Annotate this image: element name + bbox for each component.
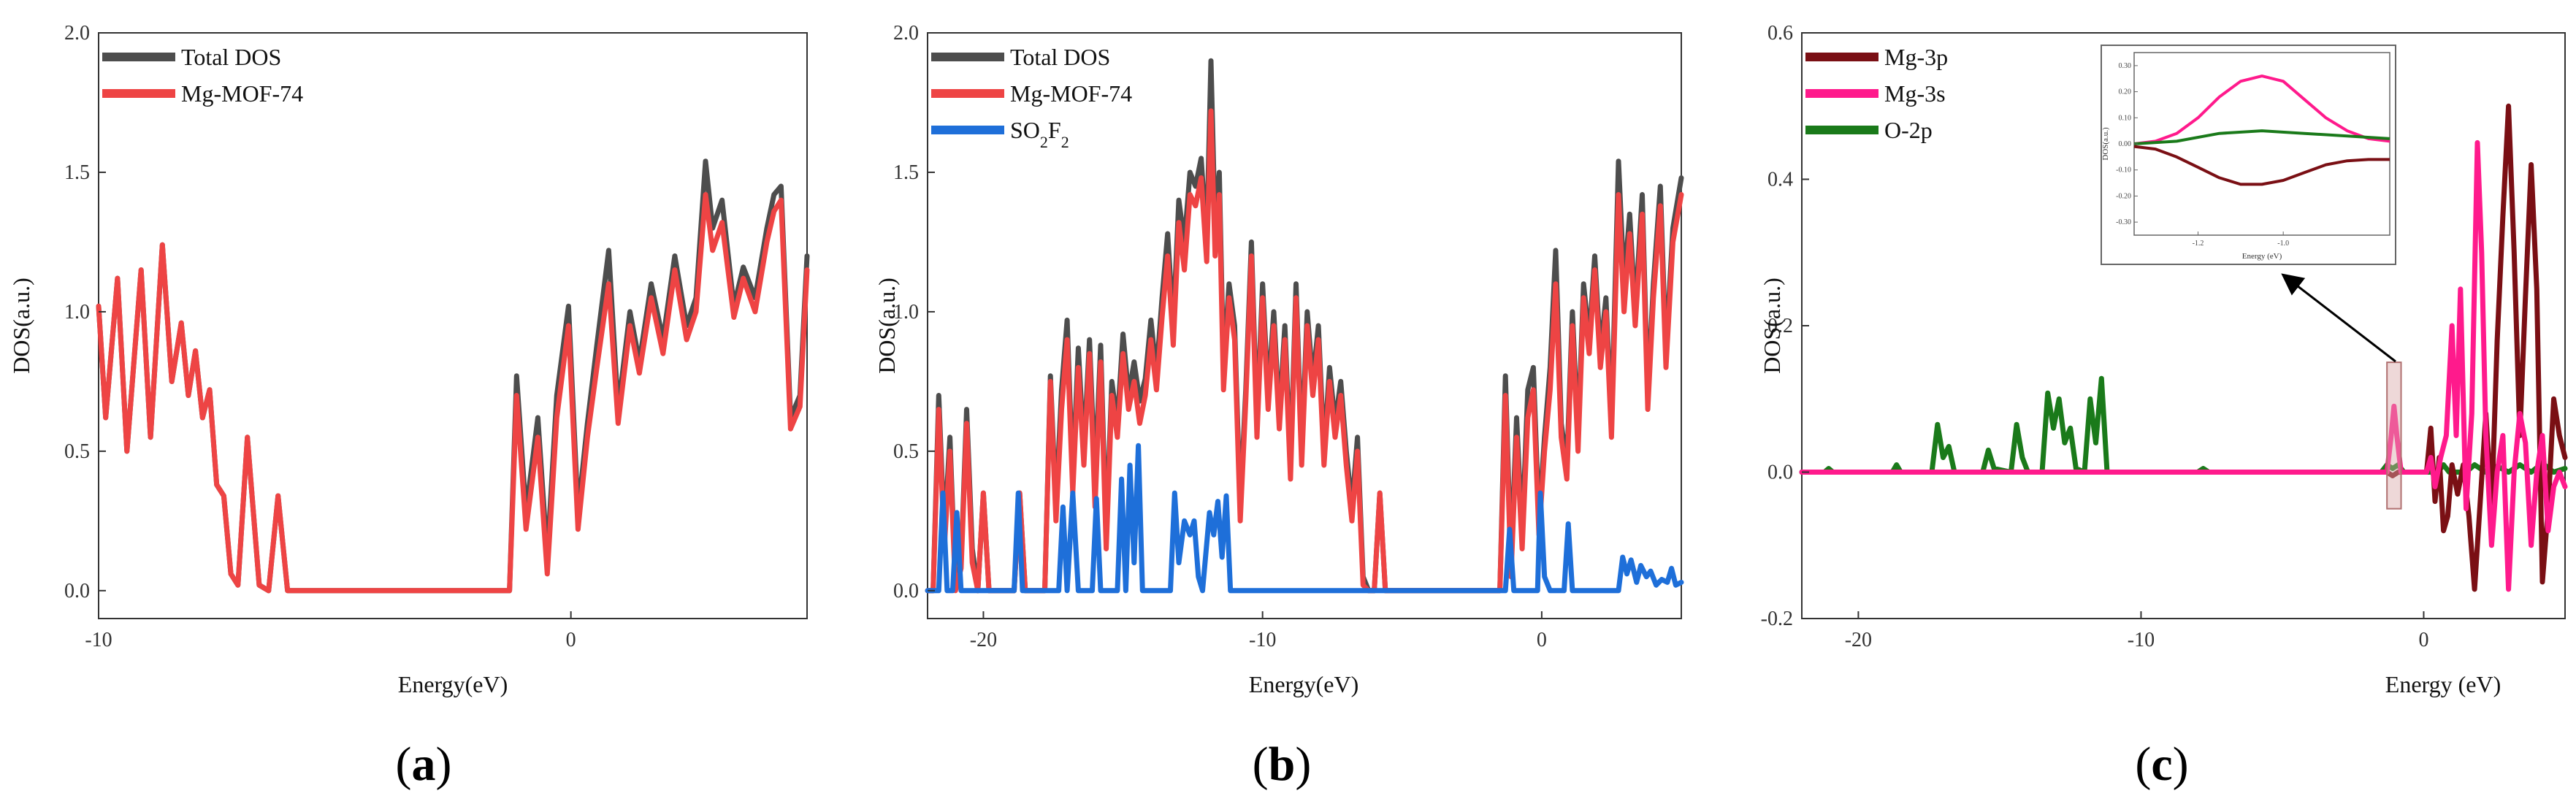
plot-frame: [98, 32, 808, 619]
y-tick-label: 0.5: [893, 440, 919, 463]
inset-series-layer: [2133, 74, 2390, 186]
x-axis-label: Energy(eV): [398, 671, 508, 697]
legend: Mg-3p Mg-3s O-2p: [1805, 44, 1948, 143]
inset-series-line-mg-3p: [2133, 145, 2390, 186]
x-axis-label: Energy (eV): [2385, 671, 2501, 697]
legend-label-so2f2: SO2F2: [1010, 117, 1069, 151]
y-tick-label: 0.2: [1767, 315, 1793, 337]
y-tick-label: -0.2: [1761, 608, 1793, 630]
series-line-mg-mof-74: [925, 108, 1684, 594]
inset-y-tick-label: 0.20: [2119, 88, 2132, 96]
y-tick-label: 0.6: [1767, 22, 1793, 45]
x-tick-label: -10: [1249, 629, 1276, 651]
series-layer: [96, 158, 810, 594]
x-tick-label: 0: [566, 629, 576, 651]
series-line-so2f2: [925, 443, 1684, 594]
y-tick-label: 0.5: [64, 440, 90, 463]
series-line-mg-3s: [1799, 139, 2568, 592]
inset-background: [2101, 45, 2396, 265]
tick-layer: -20 -10 0 -0.2 0.0 0.2 0.4 0.6: [1761, 22, 2429, 651]
inset-x-tick-label: -1.0: [2277, 240, 2289, 248]
x-axis-label: Energy(eV): [1249, 671, 1358, 697]
panel-label-c: (c): [2135, 738, 2188, 791]
tick-layer: -10 0 0.0 0.5 1.0 1.5 2.0: [64, 22, 576, 651]
dos-panel-a: -10 0 0.0 0.5 1.0 1.5 2.0 Energy(eV) DOS(a.u.)…: [8, 22, 810, 791]
inset-series-line-mg-3s: [2133, 74, 2390, 145]
x-tick-label: -10: [2128, 629, 2155, 651]
inset-y-tick-label: -0.10: [2116, 167, 2131, 175]
inset-series-line-o-2p: [2133, 129, 2390, 145]
inset-tick-layer: -1.2 -1.0 -0.30 -0.20 -0.10 0.00 0.10 0.20 0.30: [2116, 62, 2289, 248]
y-axis-label: DOS(a.u.): [1759, 278, 1785, 374]
legend: Total DOS Mg-MOF-74 SO2F2: [931, 44, 1132, 151]
series-line-mg-3p: [1799, 103, 2568, 592]
y-tick-label: 1.0: [893, 301, 919, 324]
series-layer: [925, 58, 1684, 594]
x-tick-label: -20: [1845, 629, 1872, 651]
y-tick-label: 0.4: [1767, 169, 1793, 191]
y-tick-label: 0.0: [1767, 462, 1793, 484]
y-axis-label: DOS(a.u.): [874, 278, 900, 374]
legend-label-total-dos: Total DOS: [181, 44, 281, 70]
legend: Total DOS Mg-MOF-74: [102, 44, 303, 107]
series-layer: [1799, 103, 2568, 592]
series-line-mg-mof-74: [96, 192, 810, 594]
inset-y-tick-label: 0.10: [2119, 114, 2132, 122]
y-tick-label: 1.5: [893, 161, 919, 184]
inset-y-tick-label: -0.20: [2116, 192, 2131, 200]
y-tick-label: 1.5: [64, 161, 90, 184]
inset-y-tick-label: 0.30: [2119, 62, 2132, 70]
y-tick-label: 1.0: [64, 301, 90, 324]
y-tick-label: 2.0: [893, 22, 919, 45]
x-tick-label: -10: [85, 629, 112, 651]
legend-label-total-dos: Total DOS: [1010, 44, 1110, 70]
dos-panel-c: -20 -10 0 -0.2 0.0 0.2 0.4 0.6 Energy (eV) DOS(…: [1759, 22, 2568, 791]
dos-panel-b: -20 -10 0 0.0 0.5 1.0 1.5 2.0 Energy(eV) DOS(a.…: [874, 22, 1684, 791]
y-tick-label: 0.0: [64, 580, 90, 602]
tick-layer: -20 -10 0 0.0 0.5 1.0 1.5 2.0: [893, 22, 1547, 651]
inset-y-axis-label: DOS(a.u.): [2101, 127, 2110, 161]
inset-y-tick-label: 0.00: [2119, 140, 2132, 148]
legend-label-mg-mof-74: Mg-MOF-74: [181, 80, 303, 107]
x-tick-label: -20: [970, 629, 997, 651]
inset-y-tick-label: -0.30: [2116, 218, 2131, 226]
legend-label-mg-mof-74: Mg-MOF-74: [1010, 80, 1132, 107]
y-axis-label: DOS(a.u.): [8, 278, 34, 374]
highlight-region-box: [2386, 361, 2402, 510]
inset-pointer-arrow: [2281, 273, 2396, 363]
plot-frame: [927, 32, 1682, 619]
panel-label-b: (b): [1253, 738, 1312, 791]
inset-chart: -1.2 -1.0-0.30-0.20-0.100.000.100.200.30 …: [2101, 45, 2396, 265]
legend-label-o-2p: O-2p: [1884, 117, 1933, 143]
x-tick-label: 0: [2418, 629, 2428, 651]
y-tick-label: 2.0: [64, 22, 90, 45]
inset-x-tick-label: -1.2: [2193, 240, 2204, 248]
x-tick-label: 0: [1537, 629, 1547, 651]
panel-label-a: (a): [396, 738, 452, 791]
legend-label-mg-3p: Mg-3p: [1884, 44, 1948, 70]
y-tick-label: 0.0: [893, 580, 919, 602]
legend-label-mg-3s: Mg-3s: [1884, 80, 1946, 107]
inset-x-axis-label: Energy (eV): [2242, 252, 2282, 261]
